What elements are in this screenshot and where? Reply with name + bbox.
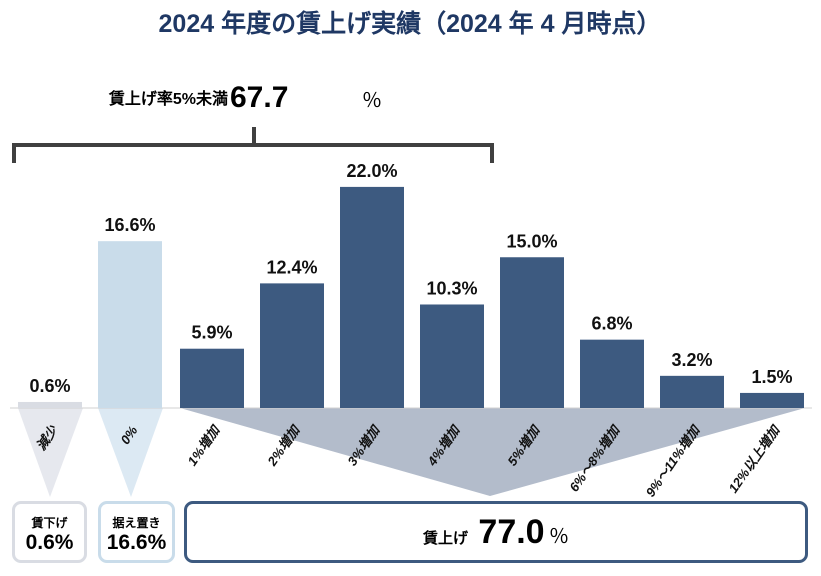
bracket-value: 67.7 — [230, 81, 288, 114]
bracket-unit: ％ — [362, 90, 382, 112]
summary-unit: ％ — [549, 526, 570, 548]
summary-value: 77.0 — [478, 513, 545, 551]
summary-value: 16.6% — [106, 531, 167, 554]
bar — [180, 348, 244, 408]
bar — [260, 283, 324, 408]
value-label: 16.6% — [104, 215, 155, 235]
summary-wage-cut: 賃下げ 0.6% — [12, 501, 87, 563]
value-label: 5.9% — [191, 323, 232, 343]
bar — [420, 304, 484, 408]
value-label: 3.2% — [671, 350, 712, 370]
value-label: 22.0% — [346, 161, 397, 181]
category-label: 12%以上増加 — [725, 421, 783, 495]
bar — [340, 186, 404, 408]
summary-label: 賃上げ — [422, 530, 468, 547]
funnel-wage-cut — [18, 408, 83, 497]
bar — [500, 257, 564, 408]
value-label: 15.0% — [506, 231, 557, 251]
bracket-label: 賃上げ率5%未満 — [108, 89, 228, 108]
value-label: 0.6% — [29, 376, 70, 396]
bar — [18, 401, 82, 408]
summary-label: 賃下げ — [31, 516, 68, 530]
value-label: 6.8% — [591, 314, 632, 334]
bar — [660, 375, 724, 408]
summary-wage-raise: 賃上げ 77.0 ％ — [184, 501, 808, 563]
bracket-line — [12, 127, 494, 163]
summary-value: 0.6% — [25, 531, 74, 554]
bar — [98, 241, 162, 408]
category-label: 1%増加 — [184, 421, 223, 468]
value-label: 10.3% — [426, 278, 477, 298]
funnel-wage-freeze — [98, 408, 163, 497]
funnel-wage-raise — [180, 408, 805, 496]
bracket-under-5pct: 賃上げ率5%未満 67.7 ％ — [12, 81, 494, 163]
summary-wage-freeze: 据え置き 16.6% — [98, 501, 175, 563]
value-label: 12.4% — [266, 257, 317, 277]
summary-label: 据え置き — [112, 516, 161, 530]
bar — [740, 392, 804, 408]
bar — [580, 339, 644, 408]
chart-title: 2024 年度の賃上げ実績（2024 年 4 月時点） — [159, 9, 662, 38]
value-label: 1.5% — [751, 367, 792, 387]
